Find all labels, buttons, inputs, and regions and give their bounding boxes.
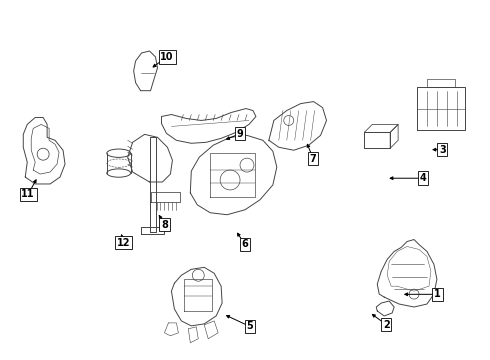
Text: 11: 11: [22, 189, 35, 199]
Text: 3: 3: [439, 145, 446, 155]
Text: 2: 2: [383, 320, 390, 330]
Text: 7: 7: [310, 154, 317, 163]
Text: 5: 5: [246, 321, 253, 332]
Text: 12: 12: [117, 238, 130, 248]
Text: 4: 4: [419, 173, 426, 183]
Text: 1: 1: [434, 289, 441, 299]
Text: 6: 6: [242, 239, 248, 249]
Text: 8: 8: [161, 220, 168, 230]
Text: 10: 10: [160, 52, 174, 62]
Text: 9: 9: [237, 129, 244, 139]
